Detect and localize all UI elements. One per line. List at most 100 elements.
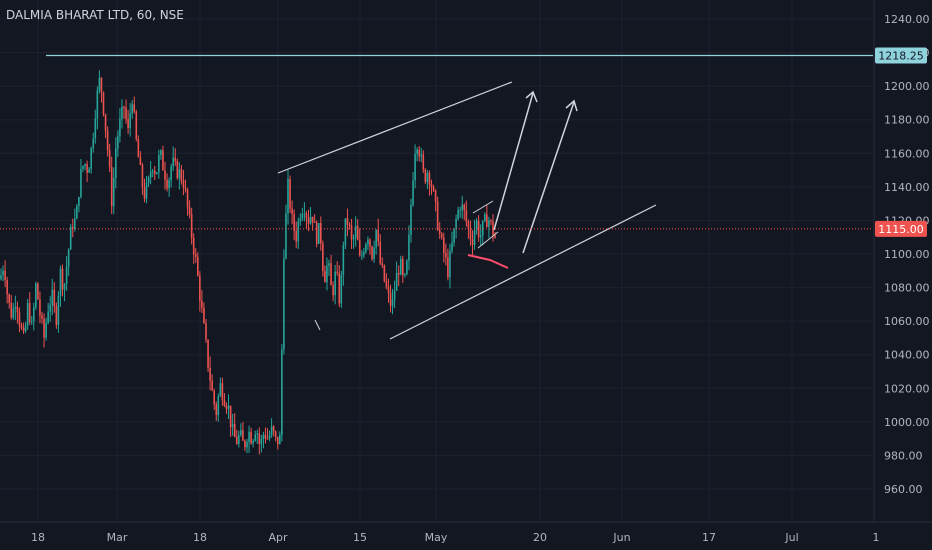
candle-body <box>221 383 224 401</box>
candle-body <box>279 435 281 445</box>
price-tick-label: 1200.00 <box>884 80 930 93</box>
candle-body <box>192 237 195 255</box>
candle-body <box>16 306 19 313</box>
candle-body <box>125 107 127 120</box>
candle-body <box>268 435 271 439</box>
arrow-2-shaft[interactable] <box>522 101 575 254</box>
candle-body <box>342 245 345 275</box>
candle-body <box>453 228 455 243</box>
candle-body <box>153 170 156 174</box>
time-tick-label: 17 <box>702 531 716 544</box>
candle-body <box>465 210 468 222</box>
price-tick-label: 1140.00 <box>884 181 930 194</box>
candle-body <box>256 433 259 435</box>
candle-body <box>260 439 263 444</box>
candle-body <box>166 179 168 189</box>
candle-body <box>246 441 248 448</box>
arrow-1-shaft[interactable] <box>493 92 534 231</box>
candle-body <box>486 214 488 228</box>
candle-body <box>348 224 351 226</box>
candle-body <box>461 204 464 211</box>
candle-body <box>174 157 177 162</box>
candle-body <box>8 294 10 303</box>
candle-body <box>490 220 492 222</box>
candle-body <box>252 440 254 444</box>
candle-body <box>96 90 99 119</box>
candle-body <box>115 148 117 178</box>
candle-body <box>2 270 4 276</box>
candle-body <box>447 257 449 278</box>
candle-body <box>283 258 285 350</box>
candle-body <box>184 187 187 190</box>
candle-body <box>203 307 205 324</box>
candle-body <box>139 157 142 165</box>
candle-body <box>20 325 23 328</box>
candle-body <box>108 150 111 168</box>
candle-body <box>240 430 242 436</box>
candle-body <box>78 197 80 206</box>
candle-body <box>445 252 447 258</box>
candle-body <box>26 303 29 326</box>
channel-upper-line[interactable] <box>277 81 513 174</box>
candle-body <box>264 434 267 439</box>
candle-body <box>291 208 293 215</box>
candle-body <box>197 256 199 276</box>
time-axis[interactable]: 18 Mar 18 Apr 15 May 20 Jun 17 Jul 1 <box>0 521 932 550</box>
candle-body <box>295 230 297 242</box>
flag-bottom-line <box>477 231 499 249</box>
arrow-2-head-icon <box>565 99 578 112</box>
candle-body <box>272 426 275 432</box>
price-tick-label: 1080.00 <box>884 282 930 295</box>
candle-body <box>24 325 27 332</box>
candle-body <box>463 204 466 211</box>
candle-body <box>51 289 54 306</box>
candle-body <box>45 322 47 338</box>
candle-body <box>86 164 88 173</box>
candle-body <box>344 218 347 246</box>
candle-body <box>180 169 183 181</box>
candle-body <box>322 243 324 272</box>
candle-body <box>186 189 189 208</box>
candle-body <box>53 289 56 307</box>
candle-body <box>293 214 295 231</box>
candle-body <box>438 229 441 234</box>
time-tick-label: May <box>425 531 448 544</box>
candle-body <box>227 405 230 409</box>
candle-body <box>402 258 404 276</box>
candle-body <box>207 339 209 368</box>
candle-body <box>137 139 140 158</box>
candle-body <box>395 272 398 291</box>
candle-body <box>377 229 379 242</box>
price-tick-label: 1100.00 <box>884 248 930 261</box>
candle-body <box>315 222 318 244</box>
candle-body <box>170 166 172 181</box>
candle-body <box>305 213 308 219</box>
candle-body <box>276 436 279 445</box>
candle-body <box>266 438 269 440</box>
candle-body <box>389 292 392 306</box>
candle-body <box>430 184 433 188</box>
chart-title: DALMIA BHARAT LTD, 60, NSE <box>6 8 184 22</box>
candle-body <box>74 218 76 229</box>
candle-body <box>459 210 461 212</box>
time-tick-label: Jul <box>784 531 798 544</box>
channel-lower-line[interactable] <box>389 204 657 340</box>
candle-body <box>65 266 68 284</box>
candle-body <box>436 201 439 230</box>
candle-body <box>182 180 185 188</box>
price-tick-label: 1240.00 <box>884 13 930 26</box>
candle-body <box>467 221 470 229</box>
candle-body <box>205 323 207 340</box>
candle-body <box>149 171 152 178</box>
candle-body <box>373 247 375 260</box>
candle-body <box>49 305 51 312</box>
candle-body <box>369 239 371 247</box>
candle-body <box>244 440 246 448</box>
candle-body <box>160 150 162 156</box>
candle-body <box>379 241 382 264</box>
price-axis[interactable]: 960.00 980.00 1000.00 1020.00 1040.00 1060.00… <box>873 0 932 522</box>
candle-body <box>457 210 459 219</box>
candle-body <box>473 229 476 245</box>
